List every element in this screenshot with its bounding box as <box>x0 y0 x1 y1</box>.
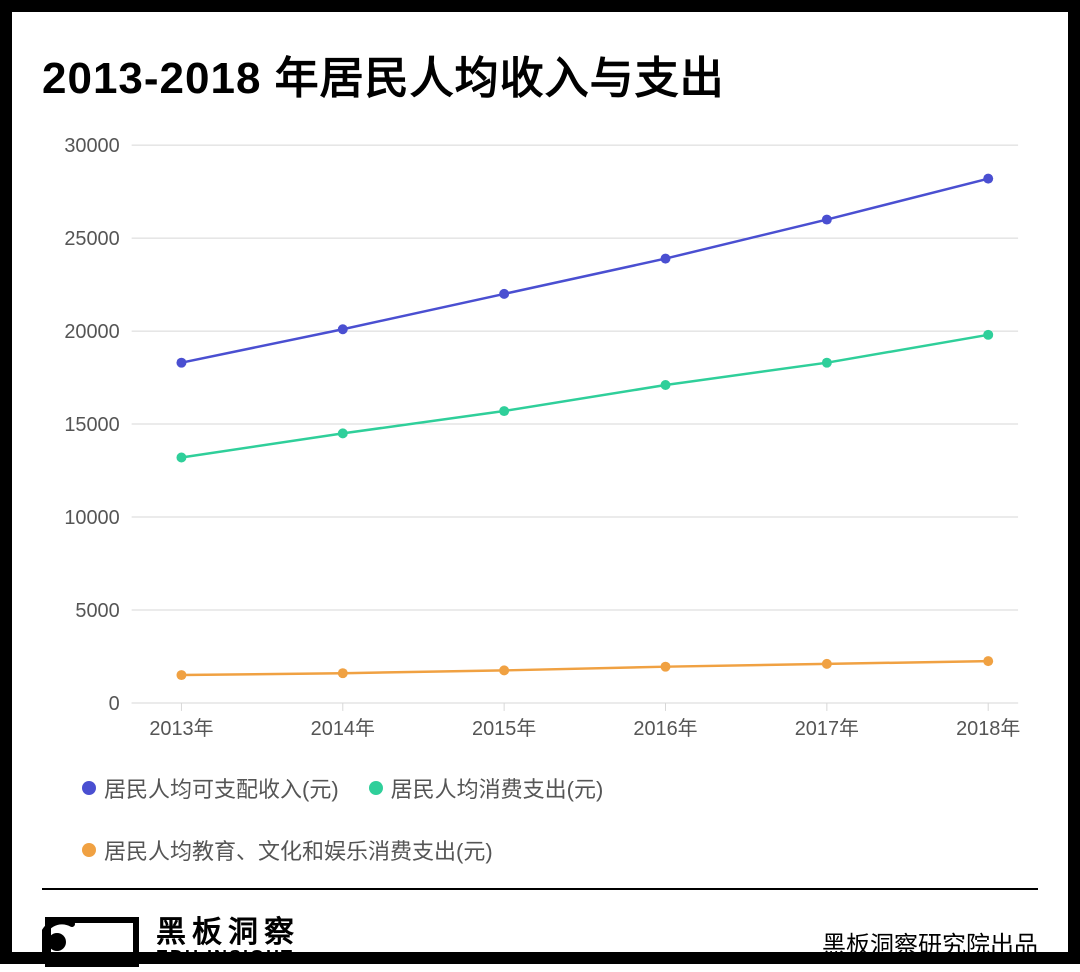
data-point <box>661 380 671 390</box>
x-tick-label: 2018年 <box>956 717 1020 740</box>
legend-label: 居民人均消费支出(元) <box>391 772 604 804</box>
data-point <box>822 659 832 669</box>
data-point <box>661 254 671 264</box>
data-point <box>176 670 186 680</box>
x-tick-label: 2014年 <box>311 717 375 740</box>
x-tick-label: 2015年 <box>472 717 536 740</box>
x-tick-label: 2013年 <box>149 717 213 740</box>
data-point <box>338 428 348 438</box>
legend-item-1: 居民人均消费支出(元) <box>369 772 604 804</box>
y-tick-label: 0 <box>109 693 120 715</box>
data-point <box>499 289 509 299</box>
data-point <box>499 665 509 675</box>
chart-area: 0 5000 10000 15000 20000 25000 30000 2013年 2014年… <box>42 124 1038 754</box>
data-point <box>822 215 832 225</box>
brand-name-cn: 黑板洞察 <box>156 917 300 949</box>
line-chart-svg: 0 5000 10000 15000 20000 25000 30000 2013年 2014年… <box>42 124 1038 754</box>
legend-label: 居民人均教育、文化和娱乐消费支出(元) <box>104 834 493 866</box>
legend-dot-icon <box>82 781 96 795</box>
legend-item-2: 居民人均教育、文化和娱乐消费支出(元) <box>82 834 493 866</box>
brand-logo-icon <box>42 912 142 972</box>
y-tick-label: 25000 <box>64 228 119 250</box>
data-point <box>338 324 348 334</box>
brand-name-en: EDU INSIGHT <box>156 948 300 967</box>
data-point <box>983 656 993 666</box>
y-tick-label: 5000 <box>75 600 119 622</box>
chart-legend: 居民人均可支配收入(元) 居民人均消费支出(元) 居民人均教育、文化和娱乐消费支出(… <box>42 772 1038 866</box>
footer: 黑板洞察 EDU INSIGHT 黑板洞察研究院出品 <box>42 912 1038 972</box>
data-point <box>338 668 348 678</box>
x-tick-label: 2016年 <box>633 717 697 740</box>
series-line-1 <box>181 335 988 458</box>
y-tick-label: 15000 <box>64 414 119 436</box>
data-point <box>499 406 509 416</box>
legend-item-0: 居民人均可支配收入(元) <box>82 772 339 804</box>
data-point <box>822 358 832 368</box>
x-tick-label: 2017年 <box>795 717 859 740</box>
brand-block: 黑板洞察 EDU INSIGHT <box>42 912 300 972</box>
series-line-2 <box>181 661 988 675</box>
legend-label: 居民人均可支配收入(元) <box>104 772 339 804</box>
chart-title: 2013-2018 年居民人均收入与支出 <box>42 42 1038 106</box>
series-line-0 <box>181 179 988 363</box>
legend-dot-icon <box>369 781 383 795</box>
data-point <box>983 174 993 184</box>
data-point <box>176 358 186 368</box>
y-tick-label: 30000 <box>64 135 119 157</box>
y-tick-label: 10000 <box>64 507 119 529</box>
y-tick-label: 20000 <box>64 321 119 343</box>
chart-frame: 2013-2018 年居民人均收入与支出 0 5000 10000 15000 2000… <box>0 0 1080 964</box>
legend-dot-icon <box>82 843 96 857</box>
credit-text: 黑板洞察研究院出品 <box>822 925 1038 960</box>
footer-separator <box>42 888 1038 890</box>
brand-text: 黑板洞察 EDU INSIGHT <box>156 917 300 967</box>
data-point <box>176 453 186 463</box>
data-point <box>661 662 671 672</box>
data-point <box>983 330 993 340</box>
